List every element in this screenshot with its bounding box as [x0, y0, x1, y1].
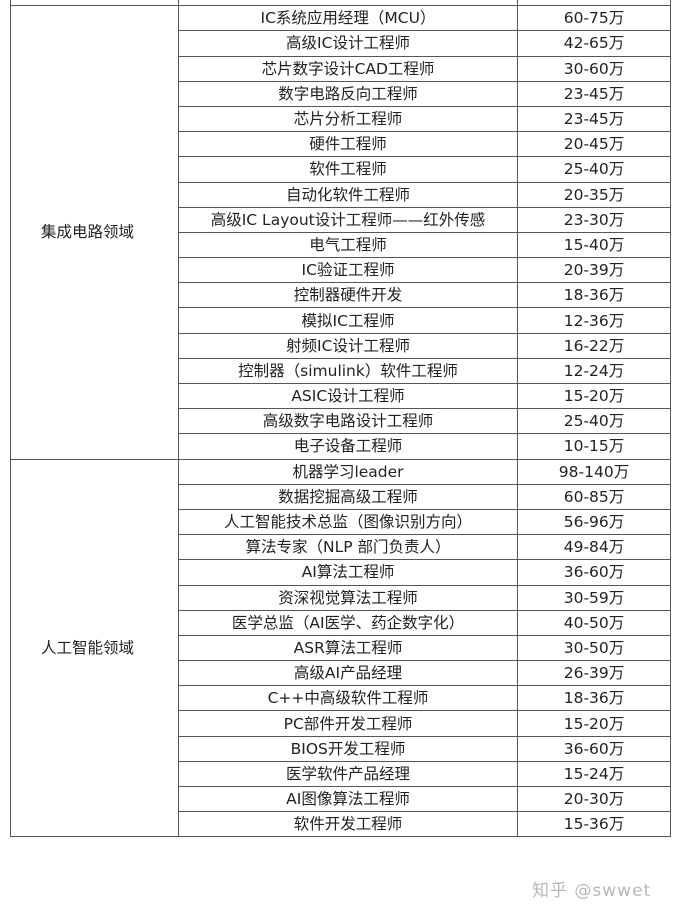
- salary-cell: 36-60万: [517, 559, 671, 586]
- position-cell: BIOS开发工程师: [178, 735, 518, 762]
- table-row: 算法专家（NLP 部门负责人） 49-84万: [11, 534, 671, 561]
- position-cell: 人工智能技术总监（图像识别方向）: [178, 508, 518, 536]
- salary-cell: 60-85万: [517, 483, 671, 510]
- table-row: 资深视觉算法工程师 30-59万: [11, 584, 671, 611]
- position-cell: 电子设备工程师: [178, 433, 518, 460]
- salary-cell: 12-36万: [517, 307, 671, 334]
- position-cell: 医学软件产品经理: [178, 760, 518, 788]
- table-row: PC部件开发工程师 15-20万: [11, 710, 671, 737]
- position-cell: 控制器（simulink）软件工程师: [178, 357, 518, 385]
- table-row: AI图像算法工程师 20-30万: [11, 785, 671, 813]
- table-row: IC验证工程师 20-39万: [11, 257, 671, 284]
- position-cell: PC部件开发工程师: [178, 710, 518, 737]
- salary-cell: 15-40万: [517, 231, 671, 259]
- position-cell: 高级IC设计工程师: [178, 30, 518, 57]
- salary-cell: 30-59万: [517, 584, 671, 611]
- position-cell: 机器学习leader: [178, 458, 518, 485]
- position-cell: C++中高级软件工程师: [178, 685, 518, 712]
- position-cell: IC系统应用经理（MCU）: [178, 5, 518, 32]
- table-row: 人工智能技术总监（图像识别方向） 56-96万: [11, 508, 671, 536]
- salary-cell: 10-15万: [517, 433, 671, 460]
- salary-cell: 25-40万: [517, 156, 671, 183]
- position-cell: ASIC设计工程师: [178, 382, 518, 410]
- salary-cell: 20-39万: [517, 257, 671, 284]
- salary-cell: 15-20万: [517, 382, 671, 410]
- table-row: 人工智能领域 机器学习leader 98-140万: [10, 458, 671, 838]
- salary-cell: 30-50万: [517, 634, 671, 662]
- position-cell: 软件工程师: [178, 156, 518, 183]
- position-cell: 医学总监（AI医学、药企数字化）: [178, 609, 518, 636]
- table-row: ASR算法工程师 30-50万: [11, 634, 671, 662]
- table-row: 电气工程师 15-40万: [11, 231, 671, 259]
- table-row: 控制器（simulink）软件工程师 12-24万: [11, 357, 671, 385]
- salary-cell: 60-75万: [517, 5, 671, 32]
- category-cell: 集成电路领域: [10, 5, 179, 460]
- salary-cell: 16-22万: [517, 332, 671, 359]
- table-row: 医学软件产品经理 15-24万: [11, 760, 671, 788]
- salary-cell: 49-84万: [517, 534, 671, 561]
- position-cell: 高级IC Layout设计工程师——红外传感: [178, 206, 518, 233]
- salary-cell: 40-50万: [517, 609, 671, 636]
- position-cell: 射频IC设计工程师: [178, 332, 518, 359]
- position-cell: 算法专家（NLP 部门负责人）: [178, 534, 518, 561]
- salary-table: 集成电路领域 IC系统应用经理（MCU） 60-75万 高级IC设计工程师 42-65万…: [10, 0, 671, 838]
- table-row: C++中高级软件工程师 18-36万: [11, 685, 671, 712]
- position-cell: 软件开发工程师: [178, 811, 518, 838]
- salary-cell: 98-140万: [517, 458, 671, 485]
- salary-cell: 36-60万: [517, 735, 671, 762]
- position-cell: 自动化软件工程师: [178, 181, 518, 208]
- position-cell: 电气工程师: [178, 231, 518, 259]
- watermark: 知乎 @swwet: [532, 881, 652, 901]
- position-cell: ASR算法工程师: [178, 634, 518, 662]
- position-cell: 资深视觉算法工程师: [178, 584, 518, 611]
- position-cell: 高级AI产品经理: [178, 660, 518, 687]
- table-row: 高级AI产品经理 26-39万: [11, 660, 671, 687]
- salary-cell: 25-40万: [517, 408, 671, 435]
- salary-cell: 18-36万: [517, 685, 671, 712]
- category-cell: 人工智能领域: [10, 458, 179, 838]
- table-row: 电子设备工程师 10-15万: [11, 433, 671, 460]
- salary-cell: 30-60万: [517, 55, 671, 82]
- table-row: ASIC设计工程师 15-20万: [11, 382, 671, 410]
- salary-cell: 18-36万: [517, 282, 671, 309]
- table-row: BIOS开发工程师 36-60万: [11, 735, 671, 762]
- position-cell: IC验证工程师: [178, 257, 518, 284]
- salary-cell: 23-45万: [517, 80, 671, 107]
- table-row: 高级IC设计工程师 42-65万: [11, 30, 671, 57]
- position-cell: 硬件工程师: [178, 131, 518, 158]
- table-row: 硬件工程师 20-45万: [11, 131, 671, 158]
- salary-cell: 23-30万: [517, 206, 671, 233]
- salary-cell: 20-45万: [517, 131, 671, 158]
- position-cell: 芯片分析工程师: [178, 105, 518, 133]
- position-cell: 数据挖掘高级工程师: [178, 483, 518, 510]
- table-row: 医学总监（AI医学、药企数字化） 40-50万: [11, 609, 671, 636]
- salary-cell: 20-35万: [517, 181, 671, 208]
- position-cell: AI图像算法工程师: [178, 785, 518, 813]
- position-cell: AI算法工程师: [178, 559, 518, 586]
- salary-cell: 12-24万: [517, 357, 671, 385]
- salary-cell: 15-20万: [517, 710, 671, 737]
- position-cell: 数字电路反向工程师: [178, 80, 518, 107]
- salary-cell: 15-24万: [517, 760, 671, 788]
- table-row: 模拟IC工程师 12-36万: [11, 307, 671, 334]
- salary-cell: 56-96万: [517, 508, 671, 536]
- salary-cell: 20-30万: [517, 785, 671, 813]
- position-cell: 芯片数字设计CAD工程师: [178, 55, 518, 82]
- salary-cell: 23-45万: [517, 105, 671, 133]
- table-row: 集成电路领域 IC系统应用经理（MCU） 60-75万: [10, 5, 671, 460]
- position-cell: 高级数字电路设计工程师: [178, 408, 518, 435]
- table-row: AI算法工程师 36-60万: [11, 559, 671, 586]
- position-cell: 模拟IC工程师: [178, 307, 518, 334]
- position-cell: 控制器硬件开发: [178, 282, 518, 309]
- salary-cell: 42-65万: [517, 30, 671, 57]
- salary-cell: 26-39万: [517, 660, 671, 687]
- salary-cell: 15-36万: [517, 811, 671, 838]
- table-row: 射频IC设计工程师 16-22万: [11, 332, 671, 359]
- table-row: 高级数字电路设计工程师 25-40万: [11, 408, 671, 435]
- table-row: 软件开发工程师 15-36万: [11, 811, 671, 838]
- table-row: 控制器硬件开发 18-36万: [11, 282, 671, 309]
